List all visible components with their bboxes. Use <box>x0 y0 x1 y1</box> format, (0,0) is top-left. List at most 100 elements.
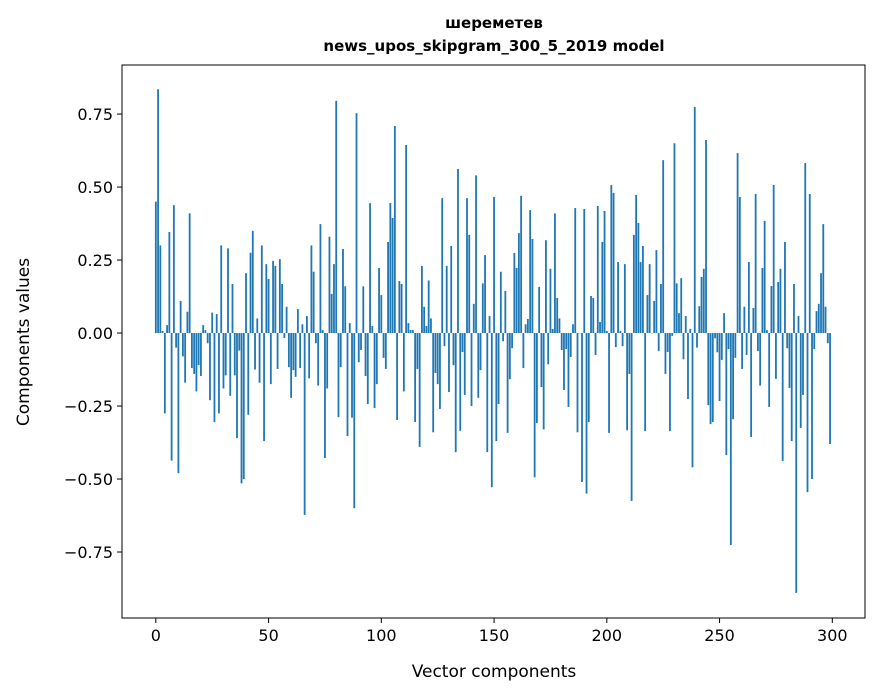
bar <box>371 326 374 334</box>
bar <box>220 245 223 334</box>
bar <box>603 210 606 334</box>
bar <box>362 286 365 334</box>
bar <box>747 262 750 334</box>
bar <box>772 185 775 334</box>
bar <box>366 333 369 404</box>
bar <box>596 206 599 334</box>
x-tick-label: 300 <box>817 626 848 645</box>
bar <box>276 333 279 369</box>
bar <box>389 203 392 334</box>
bar <box>736 153 739 334</box>
bar <box>698 306 701 334</box>
bar <box>380 295 383 334</box>
bar <box>763 220 766 334</box>
bar <box>335 100 338 334</box>
bar <box>211 312 214 334</box>
bar <box>545 240 547 334</box>
bar <box>179 300 182 334</box>
y-tick-label: 0.00 <box>77 324 113 343</box>
bar <box>292 333 295 371</box>
bar <box>608 333 610 433</box>
bar <box>563 333 565 390</box>
bar <box>648 264 651 334</box>
bar <box>558 318 561 334</box>
bar <box>348 323 351 334</box>
bar <box>759 333 762 386</box>
bar <box>227 248 229 334</box>
bar <box>439 333 441 409</box>
bar <box>373 333 376 409</box>
bar <box>632 234 635 334</box>
bar <box>567 333 570 407</box>
bar <box>202 325 205 334</box>
bar <box>287 333 290 368</box>
x-tick-label: 100 <box>366 626 397 645</box>
bar <box>687 333 689 400</box>
bar <box>817 303 820 334</box>
bar <box>502 333 504 342</box>
bar <box>795 333 798 593</box>
bar <box>272 260 274 334</box>
bar <box>459 333 462 431</box>
bar <box>346 333 349 437</box>
bar <box>310 245 313 334</box>
bar <box>829 333 831 444</box>
bar <box>653 300 656 334</box>
bar <box>443 333 446 347</box>
bar <box>691 333 694 468</box>
bar <box>702 268 705 334</box>
bar <box>303 333 306 515</box>
bar <box>402 333 405 392</box>
bar <box>732 333 734 420</box>
bar <box>369 203 371 334</box>
bar <box>750 333 753 437</box>
bar <box>729 333 732 546</box>
bar <box>808 194 811 334</box>
bar <box>213 333 216 423</box>
bar <box>520 195 523 334</box>
bar <box>621 333 624 347</box>
bar <box>326 333 329 389</box>
y-tick-label: 0.25 <box>77 251 113 270</box>
bar <box>175 333 178 348</box>
bar <box>775 333 777 379</box>
bar <box>515 267 518 334</box>
bar <box>484 255 486 334</box>
bar <box>540 333 543 388</box>
bar <box>671 333 674 336</box>
bar <box>709 333 712 425</box>
bar <box>405 145 408 334</box>
bar <box>294 333 297 377</box>
bar <box>804 163 807 334</box>
bar <box>285 306 288 334</box>
bar <box>689 328 692 334</box>
bar <box>781 333 784 461</box>
bar <box>396 333 399 421</box>
bar <box>714 333 716 339</box>
y-axis: −0.75 −0.50 −0.25 0.00 0.25 0.50 0.75 <box>64 105 122 562</box>
bar <box>355 113 358 334</box>
bar <box>585 333 588 494</box>
bar <box>283 333 286 338</box>
bar <box>364 333 367 376</box>
bar <box>678 313 680 334</box>
bar <box>357 333 360 363</box>
bar <box>581 333 583 482</box>
bar <box>790 333 793 442</box>
bar <box>414 333 417 423</box>
bar <box>592 297 595 334</box>
bar <box>565 333 568 350</box>
bar <box>788 333 791 388</box>
bar <box>610 185 613 334</box>
bar <box>551 328 554 334</box>
bar <box>387 241 389 334</box>
x-tick-label: 50 <box>258 626 278 645</box>
bar <box>513 253 516 334</box>
bar <box>290 333 293 398</box>
bar <box>281 283 284 334</box>
bar <box>583 208 586 334</box>
bar <box>547 333 550 365</box>
bar <box>265 264 268 334</box>
x-tick-label: 150 <box>479 626 510 645</box>
bar <box>770 286 773 334</box>
